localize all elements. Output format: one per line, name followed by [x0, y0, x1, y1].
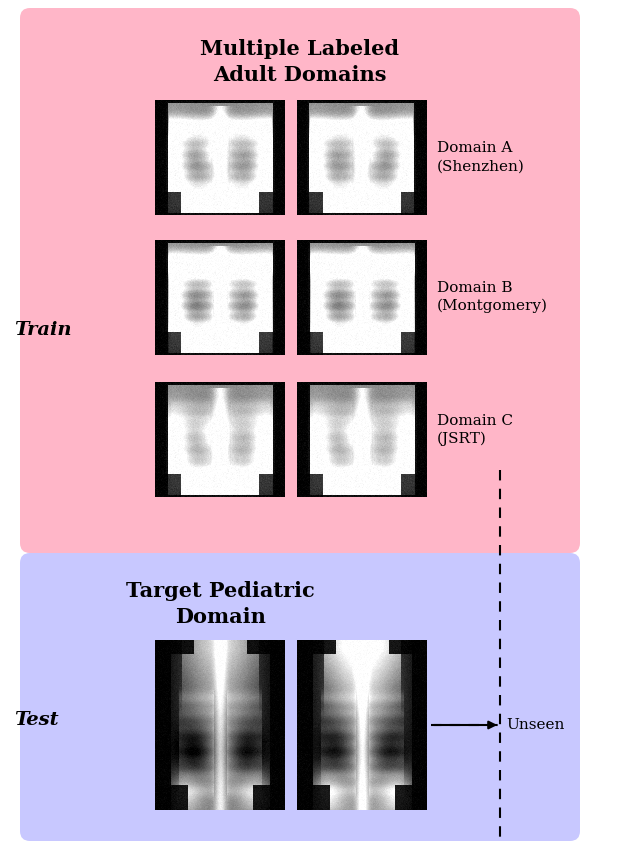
Text: Multiple Labeled
Adult Domains: Multiple Labeled Adult Domains [200, 39, 399, 85]
FancyBboxPatch shape [20, 553, 580, 841]
Text: Train: Train [14, 321, 72, 339]
FancyBboxPatch shape [20, 8, 580, 553]
Text: Domain C
(JSRT): Domain C (JSRT) [437, 413, 513, 447]
Text: Domain B
(Montgomery): Domain B (Montgomery) [437, 281, 548, 313]
Text: Test: Test [14, 711, 59, 729]
Text: Unseen: Unseen [506, 718, 564, 732]
Text: Target Pediatric
Domain: Target Pediatric Domain [125, 581, 314, 627]
Text: Domain A
(Shenzhen): Domain A (Shenzhen) [437, 140, 525, 173]
